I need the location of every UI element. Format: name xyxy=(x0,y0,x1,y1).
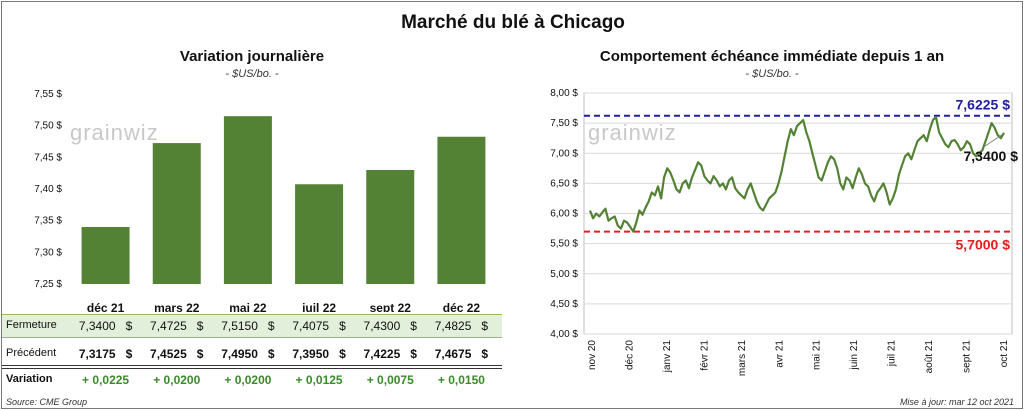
last-value-leader xyxy=(983,134,1003,148)
y-tick-label: 5,00 $ xyxy=(550,269,578,280)
bar-chart: 7,25 $ 7,30 $ 7,35 $ 7,40 $ 7,45 $ 7,50 $ 7,55… xyxy=(34,89,486,312)
y-tick-label: 6,50 $ xyxy=(550,178,578,189)
row-label-fermeture: Fermeture xyxy=(6,319,57,331)
x-tick-label: mai 22 xyxy=(229,301,267,312)
x-tick-label: mai 21 xyxy=(812,340,823,370)
x-tick-label: mars 21 xyxy=(737,340,748,377)
bar-chart-title: Variation journalière xyxy=(179,48,325,65)
currency-symbol: $ xyxy=(125,347,133,361)
y-tick-label: 7,55 $ xyxy=(34,89,62,100)
variation-value: + 0,0125 xyxy=(295,373,343,387)
currency-symbol: $ xyxy=(410,347,417,361)
x-tick-label: mars 22 xyxy=(154,301,200,312)
table-row-fermeture: Fermeture $7,3400 $7,4725 $7,5150 $7,4075 $7… xyxy=(2,314,502,338)
fermeture-value: 7,3400 xyxy=(78,319,116,333)
y-tick-label: 4,00 $ xyxy=(550,329,578,340)
fermeture-value: 7,5150 xyxy=(221,319,258,333)
variation-value: + 0,0150 xyxy=(437,373,485,387)
precedent-value: 7,3950 xyxy=(292,347,330,361)
x-tick-label: sept 21 xyxy=(962,340,973,373)
x-tick-label: oct 21 xyxy=(999,340,1010,368)
bar xyxy=(295,184,344,284)
variation-value: + 0,0075 xyxy=(366,373,414,387)
line-chart-unit: - $US/bo. - xyxy=(745,68,799,80)
y-tick-label: 7,30 $ xyxy=(34,247,62,258)
precedent-value: 7,4225 xyxy=(363,347,401,361)
fermeture-value: 7,4300 xyxy=(363,319,401,333)
precedent-value: 7,4950 xyxy=(221,347,258,361)
y-tick-label: 6,00 $ xyxy=(550,209,578,220)
watermark-logo: grainwiz xyxy=(588,120,677,145)
currency-symbol: $ xyxy=(196,319,204,333)
bar xyxy=(152,143,201,284)
precedent-value: 7,3175 xyxy=(78,347,116,361)
variation-value: + 0,0225 xyxy=(82,373,130,387)
x-tick-label: août 21 xyxy=(924,340,935,374)
y-tick-label: 7,25 $ xyxy=(34,279,62,290)
source-note: Source: CME Group xyxy=(6,397,88,407)
row-label-precedent: Précédent xyxy=(6,347,57,359)
last-value-label: 7,3400 $ xyxy=(964,148,1019,164)
bar xyxy=(81,227,130,284)
x-tick-label: juin 21 xyxy=(849,340,860,371)
variation-value: + 0,0200 xyxy=(153,373,201,387)
bar xyxy=(437,136,486,284)
page-title: Marché du blé à Chicago xyxy=(401,12,625,33)
row-label-variation: Variation xyxy=(6,373,53,385)
x-tick-label: janv 21 xyxy=(662,340,673,374)
y-tick-label: 7,45 $ xyxy=(34,152,62,163)
currency-symbol: $ xyxy=(339,347,346,361)
currency-symbol: $ xyxy=(481,319,489,333)
y-tick-label: 7,50 $ xyxy=(34,121,62,132)
y-tick-label: 4,50 $ xyxy=(550,299,578,310)
currency-symbol: $ xyxy=(410,319,417,333)
y-tick-label: 5,50 $ xyxy=(550,239,578,250)
y-tick-label: 7,00 $ xyxy=(550,148,578,159)
watermark-logo: grainwiz xyxy=(70,120,159,145)
x-tick-label: sept 22 xyxy=(370,301,412,312)
currency-symbol: $ xyxy=(267,347,275,361)
y-tick-label: 7,50 $ xyxy=(550,118,578,129)
y-tick-label: 8,00 $ xyxy=(550,88,578,99)
currency-symbol: $ xyxy=(196,347,204,361)
x-tick-label: févr 21 xyxy=(699,340,710,371)
x-tick-label: déc 21 xyxy=(87,301,125,312)
bar-chart-unit: - $US/bo. - xyxy=(225,68,279,80)
precedent-value: 7,4675 xyxy=(434,347,472,361)
x-tick-label: juil 21 xyxy=(887,340,898,368)
update-note: Mise à jour: mar 12 oct 2021 xyxy=(899,397,1014,407)
low-value-label: 5,7000 $ xyxy=(956,237,1011,253)
y-tick-label: 7,40 $ xyxy=(34,184,62,195)
x-tick-label: nov 20 xyxy=(587,340,598,370)
x-tick-label: juil 22 xyxy=(301,301,336,312)
y-tick-label: 7,35 $ xyxy=(34,216,62,227)
precedent-value: 7,4525 xyxy=(150,347,187,361)
high-value-label: 7,6225 $ xyxy=(956,97,1011,113)
fermeture-value: 7,4725 xyxy=(150,319,187,333)
currency-symbol: $ xyxy=(339,319,346,333)
x-tick-label: déc 22 xyxy=(443,301,481,312)
variation-value: + 0,0200 xyxy=(224,373,272,387)
currency-symbol: $ xyxy=(125,319,133,333)
currency-symbol: $ xyxy=(267,319,275,333)
fermeture-value: 7,4825 xyxy=(434,319,472,333)
x-tick-label: déc 20 xyxy=(624,340,635,370)
table-row-variation: Variation + 0,0225 + 0,0200 + 0,0200 + 0,01… xyxy=(2,368,502,391)
fermeture-value: 7,4075 xyxy=(292,319,330,333)
x-tick-label: avr 21 xyxy=(774,340,785,368)
line-chart-title: Comportement échéance immédiate depuis 1… xyxy=(599,48,945,65)
bar xyxy=(223,116,272,285)
currency-symbol: $ xyxy=(481,347,489,361)
table-row-precedent: Précédent $7,3175 $7,4525 $7,4950 $7,3950 $7… xyxy=(2,343,502,366)
bar xyxy=(366,170,415,284)
